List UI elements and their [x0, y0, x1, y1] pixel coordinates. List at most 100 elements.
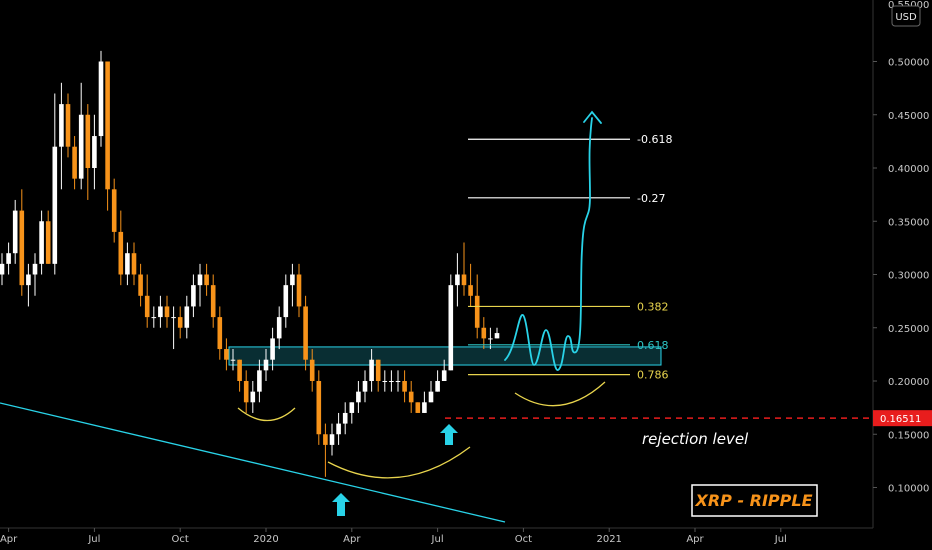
candle-body	[296, 274, 302, 307]
candle-body	[283, 285, 289, 318]
candle	[6, 242, 11, 275]
candle	[59, 82, 64, 190]
candle	[448, 274, 454, 371]
candle	[494, 327, 500, 339]
x-tick-label: 2020	[253, 534, 278, 545]
candle-body	[455, 274, 460, 286]
candle	[105, 61, 110, 211]
candle-body	[428, 391, 434, 403]
curve-left	[237, 407, 296, 421]
candle	[356, 381, 361, 413]
candle	[422, 391, 427, 413]
candle-body	[204, 274, 209, 286]
candle	[283, 274, 289, 328]
candle-body	[336, 423, 341, 435]
candle-body	[144, 295, 150, 318]
candle-body	[362, 381, 368, 392]
candle	[441, 359, 447, 381]
support-zone	[228, 346, 662, 366]
candle	[309, 349, 315, 392]
candle-body	[316, 381, 322, 435]
y-tick-label: 0.45000	[888, 111, 929, 122]
candle	[210, 274, 216, 328]
candle	[217, 306, 223, 360]
rejection-price-value: 0.16511	[880, 414, 921, 425]
candle-body	[197, 274, 203, 286]
fib-label: 0.618	[637, 339, 669, 352]
candle	[382, 370, 388, 392]
candle-body	[263, 359, 269, 371]
candle-body	[151, 317, 157, 319]
candle	[290, 263, 295, 307]
candle-body	[0, 263, 5, 275]
candle-body	[131, 253, 137, 275]
candle	[26, 263, 31, 307]
candle-body	[309, 359, 315, 381]
candle	[177, 306, 183, 339]
candle-body	[184, 306, 190, 328]
candle-body	[111, 189, 117, 232]
candle-body	[125, 253, 130, 275]
candle-body	[243, 381, 249, 403]
candle	[316, 370, 322, 445]
candle	[336, 412, 341, 445]
candle	[52, 93, 58, 275]
candle	[45, 210, 51, 264]
candle-body	[276, 317, 282, 339]
candle-body	[369, 359, 374, 381]
candle-body	[435, 381, 440, 392]
candle	[197, 263, 203, 307]
trendline	[0, 402, 506, 523]
candle	[118, 210, 124, 286]
candle	[435, 370, 440, 392]
candle	[171, 306, 176, 350]
candle-body	[45, 221, 51, 264]
candle	[85, 104, 91, 200]
candle	[243, 370, 249, 413]
candle-body	[422, 402, 427, 413]
projection-path	[504, 117, 593, 371]
curve-right	[514, 381, 606, 407]
candle	[349, 402, 355, 424]
y-tick-label: 0.50000	[888, 58, 929, 69]
candle	[65, 93, 71, 158]
candle-body	[19, 210, 25, 286]
candle-body	[171, 317, 176, 319]
candle-body	[138, 274, 143, 296]
candle	[342, 402, 348, 435]
candle-body	[12, 210, 18, 254]
candle	[204, 263, 209, 296]
fib-label: 0.382	[637, 300, 669, 313]
candles-group	[0, 50, 500, 477]
candle	[488, 327, 493, 350]
currency-badge[interactable]	[891, 5, 921, 27]
title-box	[691, 484, 818, 517]
candle	[263, 349, 269, 381]
candle-body	[257, 370, 262, 392]
candle	[237, 359, 242, 392]
candle-body	[39, 221, 44, 264]
candle	[375, 359, 381, 392]
y-tick-label: 0.15000	[888, 430, 929, 441]
candle	[111, 178, 117, 243]
candle	[92, 114, 97, 190]
x-tick-label: Apr	[343, 534, 361, 545]
candle	[402, 370, 407, 403]
candle-body	[375, 359, 381, 381]
candle-body	[210, 285, 216, 318]
candle-body	[382, 381, 388, 382]
candle-body	[461, 274, 467, 286]
candle	[250, 381, 256, 413]
candle-body	[65, 104, 71, 147]
x-tick-label: Jul	[774, 534, 787, 545]
candle	[329, 423, 335, 456]
y-tick-label: 0.10000	[888, 484, 929, 495]
projection-arrowhead	[583, 110, 602, 124]
candle	[131, 242, 137, 286]
candle	[191, 274, 196, 318]
candle-body	[237, 359, 242, 381]
candle-body	[441, 370, 447, 381]
candle-body	[329, 434, 335, 445]
candle	[224, 338, 229, 371]
